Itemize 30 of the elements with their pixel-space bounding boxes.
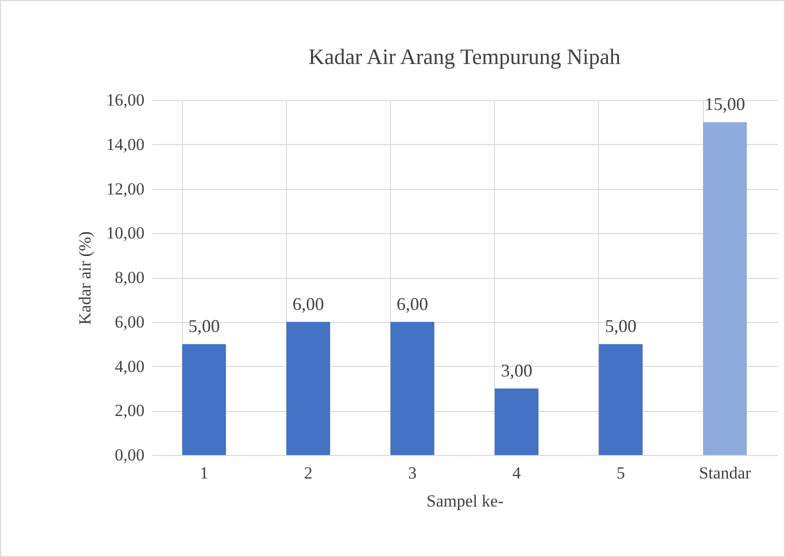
- y-tick-label: 8,00: [114, 268, 144, 287]
- x-tick-label: 4: [512, 464, 522, 482]
- bar: [182, 344, 226, 455]
- bar: [703, 122, 747, 455]
- y-tick-label: 14,00: [106, 134, 144, 154]
- y-tick-label: 0,00: [114, 446, 144, 464]
- data-label: 5,00: [188, 316, 220, 336]
- x-tick-label: Standar: [698, 464, 752, 482]
- data-label: 6,00: [396, 294, 428, 314]
- y-tick-label: 2,00: [114, 401, 144, 420]
- x-tick-label: 5: [616, 464, 625, 482]
- data-label: 5,00: [605, 316, 636, 336]
- y-tick-label: 16,00: [106, 90, 144, 110]
- y-axis-title: Kadar air (%): [75, 231, 94, 325]
- x-axis-title: Sampel ke-: [426, 492, 504, 510]
- x-tick-label: 1: [200, 464, 208, 482]
- y-tick-label: 12,00: [106, 179, 144, 198]
- x-tick-label: 2: [304, 464, 312, 482]
- chart-title: Kadar Air Arang Tempurung Nipah: [308, 44, 621, 69]
- data-label: 6,00: [292, 294, 324, 314]
- bar: [494, 388, 538, 455]
- y-tick-label: 10,00: [106, 224, 144, 243]
- bar: [390, 322, 434, 455]
- bar: [286, 322, 330, 455]
- y-tick-label: 4,00: [114, 356, 144, 376]
- x-tick-label: 3: [408, 464, 417, 482]
- data-label: 15,00: [704, 94, 746, 114]
- bar: [598, 344, 643, 455]
- data-label: 3,00: [500, 360, 532, 380]
- y-tick-label: 6,00: [114, 312, 144, 332]
